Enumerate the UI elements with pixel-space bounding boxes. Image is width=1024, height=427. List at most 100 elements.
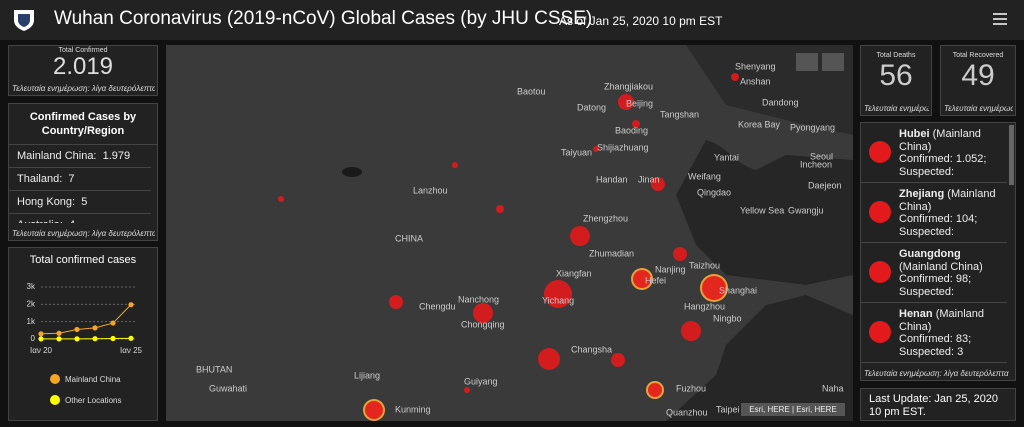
map-label: Weifang (688, 171, 721, 181)
map: Shenyang Anshan Baotou Zhangjiakou Beijing Da… (166, 45, 853, 421)
case-bubble (389, 295, 403, 309)
case-bubble (452, 162, 458, 168)
chart-panel: Total confirmed cases 0 1k 2k 3k Ιαν 20 Ιαν 2… (8, 247, 158, 421)
map-label: Hefei (645, 275, 666, 285)
menu-button[interactable] (993, 13, 1007, 25)
subtitle: As of Jan 25, 2020 10 pm EST (559, 14, 723, 28)
country-row: Mainland China: 1.979 (9, 145, 151, 168)
bubble-icon (869, 141, 891, 163)
map-label: Incheon (800, 159, 832, 169)
map-label: Jinan (638, 174, 660, 184)
recovered-value: 49 (961, 59, 995, 92)
map-label: Kunming (395, 404, 431, 414)
suspected-count: Suspected: (899, 285, 955, 298)
data-point (110, 335, 116, 342)
map-label: CHINA (395, 233, 423, 243)
case-bubble (544, 280, 572, 308)
lake (342, 167, 362, 177)
attribution-box (741, 403, 845, 416)
line-chart: Total confirmed cases 0 1k 2k 3k Ιαν 20 Ιαν 2… (27, 254, 143, 405)
case-bubble (633, 270, 651, 288)
legend-swatch (50, 374, 60, 384)
map-label: Chongqing (461, 319, 505, 329)
case-bubble (496, 205, 504, 213)
map-labels: Shenyang Anshan Baotou Zhangjiakou Beijing Da… (196, 61, 844, 417)
map-label: Ningbo (713, 313, 742, 323)
footer: Τελευταία ενημέρωση (864, 104, 929, 113)
deaths-panel: Total Deaths 56 Τελευταία ενημέρωση (860, 45, 932, 116)
map-label: Taizhou (689, 260, 720, 270)
confirmed-panel: Total Confirmed 2.019 Τελευταία ενημέρωσ… (8, 45, 158, 96)
map-label: Pyongyang (790, 122, 835, 132)
footer: Τελευταία ενημέρωση: λίγα δευτερόλεπτα (12, 229, 155, 238)
data-point (74, 326, 80, 333)
list-button[interactable] (796, 53, 818, 71)
map-label: Guiyang (464, 376, 498, 386)
map-label: Shijiazhuang (597, 142, 649, 152)
case-bubble (464, 387, 470, 393)
confirmed-count: Confirmed: 98; (899, 273, 972, 285)
province-item: Henan (Mainland China) Confirmed: 83; Susp… (861, 303, 1007, 363)
data-point (128, 335, 134, 341)
case-bubble (731, 73, 739, 81)
map-label: Seoul (810, 151, 833, 161)
province-text: Henan (Mainland China) Confirmed: 83; Susp… (899, 308, 1005, 358)
case-bubble (593, 146, 599, 152)
grid-button[interactable] (822, 53, 844, 71)
case-bubble (278, 196, 284, 202)
deaths-value: 56 (879, 59, 913, 92)
y-tick-label: 2k (27, 299, 36, 308)
map-label: Yichang (542, 295, 574, 305)
map-label: Fuzhou (676, 383, 706, 393)
map-label: Anshan (740, 76, 771, 86)
map-label: Shanghai (719, 285, 757, 295)
map-label: Yantai (714, 152, 739, 162)
sea (676, 140, 853, 285)
bubble-icon (869, 261, 891, 283)
legend-label: Mainland China (65, 375, 121, 384)
province-region: (Mainland China) (899, 260, 983, 273)
data-point (74, 336, 80, 342)
legend-label: Other Locations (65, 396, 121, 405)
province-name: Guangdong (899, 248, 961, 260)
case-bubble (473, 303, 493, 323)
province-name: Zhejiang (899, 188, 945, 200)
case-bubble (681, 321, 701, 341)
map-label: Taiyuan (561, 147, 592, 157)
case-bubbles (278, 73, 739, 421)
case-bubble (611, 353, 625, 367)
province-text: Guangdong (Mainland China) Confirmed: 98;… (899, 248, 1005, 298)
map-label: Tangshan (660, 109, 699, 119)
case-bubble (618, 94, 634, 110)
suspected-count: Suspected: 3 (899, 345, 964, 358)
bubble-icon (869, 201, 891, 223)
recovered-panel: Total Recovered 49 Τελευταία ενημέρωση (940, 45, 1016, 116)
case-bubble (570, 226, 590, 246)
province-region: (Mainland China) (899, 308, 984, 333)
country-title: Confirmed Cases by Country/Region (9, 104, 157, 145)
data-point (92, 325, 98, 331)
map-label: Yellow Sea (740, 205, 784, 215)
data-point (38, 331, 44, 337)
country-row: Hong Kong: 5 (9, 191, 151, 214)
deaths-label: Total Deaths (876, 52, 916, 59)
map-label: Daejeon (808, 180, 842, 190)
province-name: Hubei (899, 128, 930, 140)
case-bubble (648, 383, 662, 397)
confirmed-count: Confirmed: 83; (899, 333, 972, 345)
country-row: Thailand: 7 (9, 168, 151, 191)
footer: Τελευταία ενημέρωση: λίγα δευτερόλεπτα (12, 84, 155, 93)
scrollbar[interactable] (1009, 125, 1014, 185)
title: Wuhan Coronavirus (2019-nCoV) Global Cas… (54, 8, 593, 29)
confirmed-label: Total Confirmed (58, 47, 108, 54)
map-label: Gwangju (788, 205, 824, 215)
map-label: Qingdao (697, 187, 731, 197)
map-label: Nanchong (458, 294, 499, 304)
confirmed-count: Confirmed: 104; (899, 213, 978, 225)
province-text: Zhejiang (Mainland China) Confirmed: 104;… (899, 188, 1005, 238)
suspected-count: Suspected: (899, 165, 955, 178)
map-label: Zhangjiakou (604, 81, 653, 91)
data-point (92, 336, 98, 342)
